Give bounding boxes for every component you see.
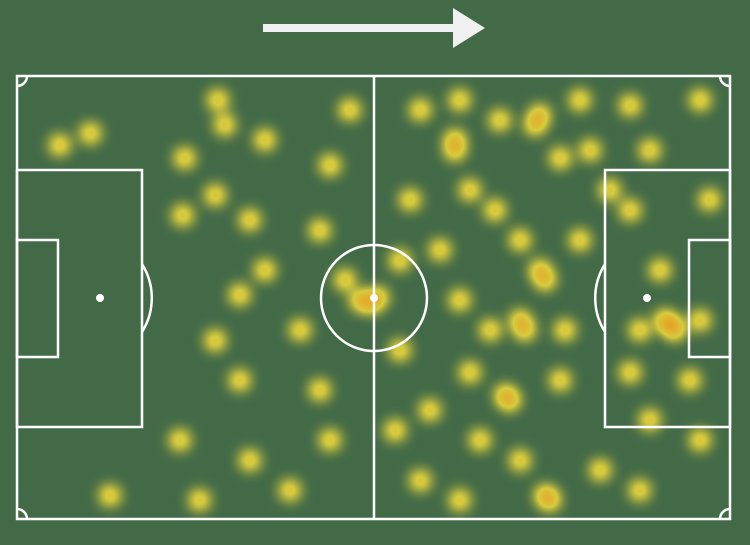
touch-point (239, 209, 260, 230)
touch-point (489, 110, 510, 131)
corner-arc (16, 75, 29, 88)
touch-point (514, 320, 535, 341)
touch-point (480, 320, 501, 341)
touch-point (550, 148, 571, 169)
penalty-spot (643, 294, 651, 302)
center-circle (319, 243, 429, 353)
touch-point (400, 189, 421, 210)
touch-point (205, 185, 226, 206)
touch-point (254, 260, 275, 281)
touch-point (639, 409, 660, 430)
touch-point (239, 450, 260, 471)
touch-point (620, 200, 641, 221)
touch-point (430, 239, 451, 260)
touch-point (385, 420, 406, 441)
touch-point (449, 90, 470, 111)
touch-point (620, 95, 641, 116)
touch-point (309, 220, 330, 241)
touch-point (629, 480, 650, 501)
touch-point (599, 180, 620, 201)
touch-point (444, 129, 465, 150)
touch-point (650, 260, 671, 281)
touch-point (254, 129, 275, 150)
touch-point (459, 362, 480, 383)
touch-point (629, 320, 650, 341)
touch-point (459, 180, 480, 201)
touch-point (449, 490, 470, 511)
touch-point (229, 284, 250, 305)
touch-point (510, 450, 531, 471)
touch-point (279, 480, 300, 501)
touch-point (620, 362, 641, 383)
touch-point (207, 90, 228, 111)
touch-point (664, 320, 685, 341)
touch-point (699, 189, 720, 210)
touch-point (499, 390, 520, 411)
pitch-lines (15, 74, 732, 521)
touch-point (174, 148, 195, 169)
touch-point (410, 99, 431, 120)
touch-point (510, 230, 531, 251)
touch-point (320, 155, 341, 176)
touch-point (339, 99, 360, 120)
touch-point (100, 485, 121, 506)
touch-point (580, 140, 601, 161)
touch-point (169, 430, 190, 451)
penalty-arc (140, 263, 153, 333)
touch-point (569, 230, 590, 251)
touch-point (540, 490, 561, 511)
touch-point (590, 460, 611, 481)
penalty-spot (96, 294, 104, 302)
touch-point (449, 290, 470, 311)
touch-point (80, 123, 101, 144)
touch-point (529, 105, 550, 126)
touch-point (679, 370, 700, 391)
touch-point (554, 320, 575, 341)
corner-arc (718, 507, 731, 520)
touch-point (389, 340, 410, 361)
goal-area (687, 238, 732, 359)
touch-point (410, 470, 431, 491)
direction-arrow (263, 8, 485, 48)
center-spot (370, 294, 378, 302)
touch-point (569, 90, 590, 111)
touch-point (419, 400, 440, 421)
touch-point (389, 250, 410, 271)
touch-point (49, 135, 70, 156)
penalty-arc (594, 263, 607, 333)
corner-arc (16, 507, 29, 520)
touch-point (550, 370, 571, 391)
touch-point (639, 140, 660, 161)
corner-arc (718, 75, 731, 88)
heat-layer (49, 90, 720, 511)
touch-point (309, 380, 330, 401)
touch-point (470, 430, 491, 451)
touch-point (214, 114, 235, 135)
touch-point (690, 310, 711, 331)
arrow-head (453, 8, 485, 48)
touch-point (690, 430, 711, 451)
touch-point (320, 430, 341, 451)
touch-point (690, 90, 711, 111)
touch-point (229, 370, 250, 391)
touch-point (189, 490, 210, 511)
touch-point (334, 269, 355, 290)
touch-point (535, 269, 556, 290)
touch-point (172, 205, 193, 226)
touch-point (290, 320, 311, 341)
goal-area (15, 238, 60, 359)
touch-point (485, 200, 506, 221)
touch-point (205, 330, 226, 351)
